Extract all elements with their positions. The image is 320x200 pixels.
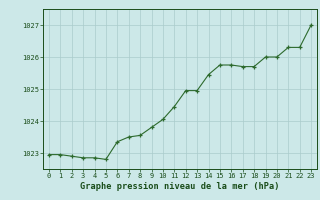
X-axis label: Graphe pression niveau de la mer (hPa): Graphe pression niveau de la mer (hPa): [80, 182, 280, 191]
